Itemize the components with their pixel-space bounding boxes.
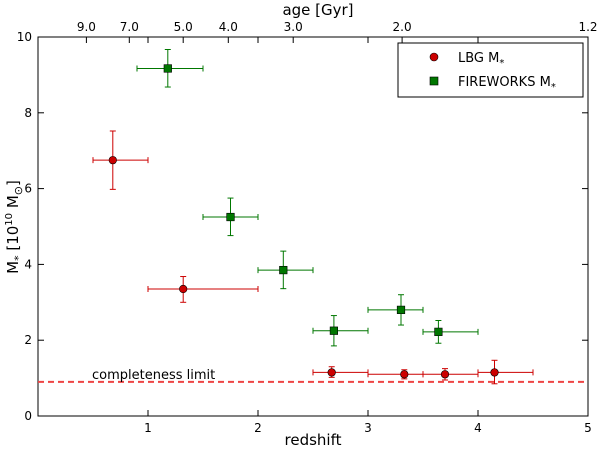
axis-ticks: 1 2 3 4 5 0 2 4 6 8 10 9.0 7.0 5.0 4.0 3.0 2.0 1.2 bbox=[17, 20, 598, 435]
x-tick-label: 2 bbox=[254, 421, 262, 435]
x-tick-label: 3 bbox=[364, 421, 372, 435]
top-tick-label: 5.0 bbox=[174, 20, 193, 34]
series-group bbox=[92, 49, 534, 385]
legend-box bbox=[397, 42, 584, 98]
y-tick-label: 0 bbox=[24, 409, 32, 423]
series-fireworks bbox=[136, 49, 479, 347]
data-point bbox=[440, 370, 450, 379]
data-point bbox=[226, 212, 235, 222]
data-point bbox=[400, 370, 409, 379]
completeness-limit-label: completeness limit bbox=[92, 368, 215, 383]
y-axis-title: M* [1010 M⊙] bbox=[4, 180, 25, 274]
top-tick-label: 9.0 bbox=[77, 20, 96, 34]
x-tick-label: 1 bbox=[144, 421, 152, 435]
legend-label-fireworks: FIREWORKS M* bbox=[458, 75, 556, 93]
legend-label-lbg: LBG M* bbox=[458, 51, 504, 69]
svg-text:M* [1010 M⊙]: M* [1010 M⊙] bbox=[4, 180, 25, 274]
x-tick-label: 5 bbox=[584, 421, 592, 435]
data-point bbox=[329, 326, 339, 335]
legend-marker-fireworks bbox=[429, 76, 439, 86]
top-tick-label: 2.0 bbox=[393, 20, 412, 34]
data-point bbox=[327, 368, 336, 377]
x-tick-label: 4 bbox=[474, 421, 482, 435]
legend-marker-lbg bbox=[429, 52, 439, 62]
data-point bbox=[396, 305, 406, 314]
y-tick-label: 10 bbox=[17, 30, 32, 44]
data-point bbox=[163, 64, 172, 73]
data-point bbox=[108, 156, 117, 165]
top-axis-title: age [Gyr] bbox=[282, 1, 353, 19]
y-tick-label: 8 bbox=[24, 106, 32, 120]
series-lbg bbox=[92, 130, 534, 385]
top-tick-label: 7.0 bbox=[120, 20, 139, 34]
data-point bbox=[179, 284, 188, 294]
y-tick-label: 4 bbox=[24, 257, 32, 271]
top-tick-label: 3.0 bbox=[284, 20, 303, 34]
x-axis-title: redshift bbox=[285, 431, 342, 449]
data-point bbox=[279, 265, 288, 275]
y-tick-label: 6 bbox=[24, 182, 32, 196]
plot-area bbox=[37, 36, 589, 417]
top-tick-label: 4.0 bbox=[219, 20, 238, 34]
data-point bbox=[434, 327, 443, 336]
top-tick-label: 1.2 bbox=[578, 20, 597, 34]
legend: LBG M* FIREWORKS M* bbox=[397, 42, 584, 98]
y-tick-label: 2 bbox=[24, 333, 32, 347]
data-point bbox=[490, 368, 499, 377]
